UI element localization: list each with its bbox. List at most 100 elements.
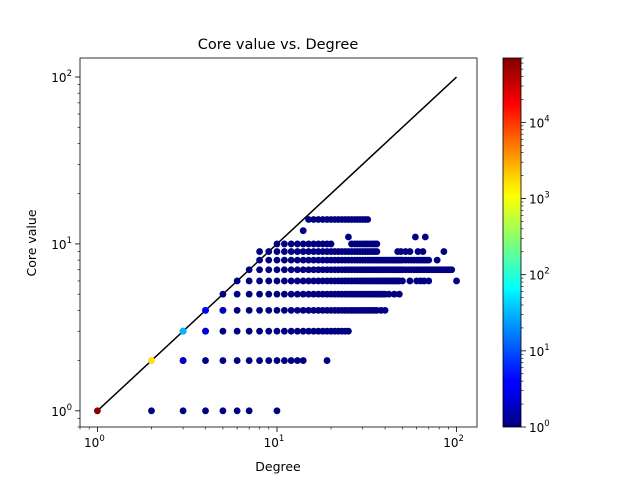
data-point — [414, 248, 422, 255]
data-point — [256, 256, 263, 264]
plot-frame — [79, 57, 478, 428]
data-point — [179, 407, 187, 415]
data-point — [245, 357, 253, 364]
data-point — [281, 357, 288, 364]
data-point — [419, 248, 427, 255]
data-point — [345, 233, 352, 241]
data-point — [390, 290, 398, 298]
data-point — [219, 357, 227, 364]
data-layer — [94, 76, 460, 415]
data-point — [294, 266, 301, 274]
data-point — [299, 227, 307, 235]
colorbar-tick-label: 104 — [529, 114, 550, 130]
y-axis-label: Core value — [24, 209, 39, 276]
data-point — [294, 248, 301, 255]
data-point — [421, 233, 429, 241]
data-point — [245, 290, 253, 298]
data-point — [233, 306, 241, 314]
data-point — [305, 277, 312, 285]
data-point — [148, 357, 155, 364]
data-point — [273, 240, 281, 248]
data-point — [287, 357, 295, 364]
data-point — [179, 357, 187, 364]
data-point — [179, 327, 187, 335]
data-point — [233, 277, 241, 285]
data-point — [310, 327, 318, 335]
data-point — [364, 216, 372, 223]
data-point — [287, 327, 295, 335]
data-point — [256, 327, 263, 335]
x-tick-label: 101 — [264, 434, 285, 450]
data-point — [273, 266, 281, 274]
data-point — [202, 407, 209, 415]
data-point — [256, 248, 263, 255]
data-point — [310, 266, 318, 274]
data-point — [287, 277, 295, 285]
data-point — [373, 248, 381, 255]
data-point — [219, 407, 227, 415]
chart-title: Core value vs. Degree — [198, 37, 359, 53]
data-point — [299, 277, 307, 285]
data-point — [310, 290, 318, 298]
data-point — [453, 277, 460, 285]
data-point — [299, 327, 307, 335]
data-point — [294, 277, 301, 285]
data-point — [94, 407, 101, 415]
data-point — [294, 290, 301, 298]
data-point — [265, 248, 273, 255]
data-point — [245, 327, 253, 335]
data-point — [265, 266, 273, 274]
data-point — [399, 277, 406, 285]
data-point — [310, 240, 318, 248]
data-point — [448, 266, 456, 274]
x-tick-label: 100 — [84, 434, 105, 450]
data-point — [273, 327, 281, 335]
data-point — [233, 327, 241, 335]
colorbar-tick-label: 101 — [529, 343, 550, 359]
x-axis-label: Degree — [255, 459, 301, 474]
data-point — [299, 357, 307, 364]
data-point — [256, 306, 263, 314]
data-point — [327, 240, 335, 248]
data-point — [299, 266, 307, 274]
y-tick-label: 100 — [51, 403, 72, 419]
data-point — [305, 327, 312, 335]
data-point — [245, 407, 253, 415]
data-point — [202, 327, 209, 335]
data-point — [305, 266, 312, 274]
data-point — [310, 306, 318, 314]
data-point — [219, 290, 227, 298]
data-point — [273, 248, 281, 255]
data-point — [233, 290, 241, 298]
data-point — [299, 240, 307, 248]
data-point — [305, 306, 312, 314]
data-point — [265, 306, 273, 314]
data-point — [245, 266, 253, 274]
data-point — [281, 248, 288, 255]
data-point — [373, 240, 381, 248]
data-point — [305, 256, 312, 264]
data-point — [299, 306, 307, 314]
data-point — [305, 248, 312, 255]
y-tick-label: 102 — [51, 69, 72, 85]
data-point — [299, 290, 307, 298]
data-point — [281, 306, 288, 314]
data-point — [273, 290, 281, 298]
data-point — [345, 327, 352, 335]
data-point — [233, 357, 241, 364]
data-point — [294, 327, 301, 335]
data-point — [287, 306, 295, 314]
data-point — [265, 327, 273, 335]
data-point — [265, 256, 273, 264]
data-point — [273, 256, 281, 264]
x-axis: 100 101 102 — [79, 427, 464, 450]
data-point — [425, 256, 433, 264]
data-point — [273, 306, 281, 314]
data-point — [310, 248, 318, 255]
data-point — [305, 240, 312, 248]
data-point — [273, 357, 281, 364]
colorbar-tick-label: 103 — [529, 191, 550, 207]
data-point — [299, 256, 307, 264]
colorbar — [502, 57, 522, 428]
